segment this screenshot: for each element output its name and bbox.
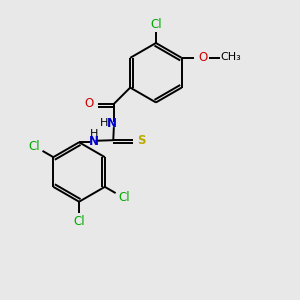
- Text: CH₃: CH₃: [220, 52, 241, 62]
- Text: O: O: [199, 51, 208, 64]
- Text: Cl: Cl: [150, 18, 162, 31]
- Text: Cl: Cl: [73, 215, 85, 228]
- Text: S: S: [137, 134, 145, 147]
- Text: N: N: [107, 117, 117, 130]
- Text: Cl: Cl: [28, 140, 40, 153]
- Text: Cl: Cl: [118, 191, 130, 204]
- Text: H: H: [90, 129, 98, 139]
- Text: N: N: [89, 135, 99, 148]
- Text: O: O: [85, 98, 94, 110]
- Text: H: H: [100, 118, 109, 128]
